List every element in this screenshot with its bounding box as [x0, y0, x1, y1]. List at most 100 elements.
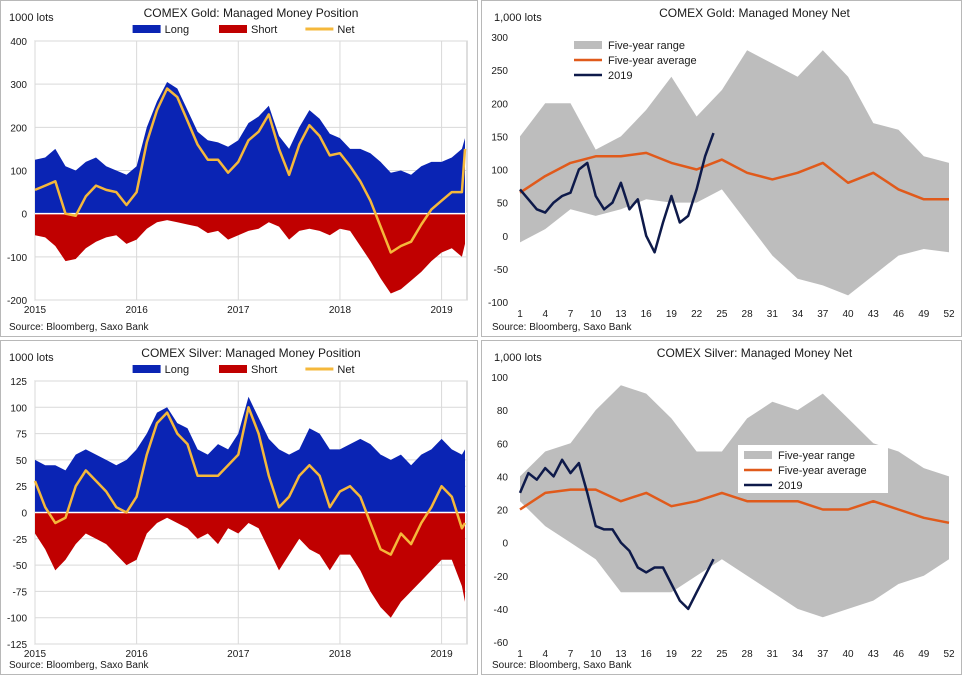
legend-label-five-year-average: Five-year average — [778, 465, 867, 477]
y-tick-label: -100 — [7, 614, 27, 625]
legend-label-net: Net — [337, 364, 354, 376]
x-tick-label: 2016 — [126, 649, 149, 660]
y-tick-label: 75 — [16, 430, 28, 441]
legend-label-2019: 2019 — [608, 70, 632, 82]
x-tick-label: 2015 — [24, 305, 47, 316]
five-year-range-area — [520, 50, 949, 296]
x-tick-label: 16 — [641, 309, 653, 320]
long-area — [35, 396, 465, 513]
x-tick-label: 2019 — [430, 305, 453, 316]
y-tick-label: -50 — [13, 561, 28, 572]
x-tick-label: 22 — [691, 649, 703, 660]
legend-swatch-five-year-range — [574, 41, 602, 49]
y-tick-label: -25 — [13, 535, 28, 546]
legend-swatch-short — [219, 25, 247, 33]
legend-swatch-five-year-range — [744, 451, 772, 459]
legend-label-long: Long — [165, 364, 189, 376]
y-tick-label: 150 — [491, 132, 508, 143]
x-tick-label: 25 — [716, 649, 728, 660]
long-area — [35, 82, 465, 214]
line-2019 — [518, 458, 715, 611]
y-tick-label: 200 — [10, 123, 27, 134]
x-tick-label: 13 — [615, 309, 627, 320]
short-area — [35, 213, 465, 294]
x-tick-label: 37 — [817, 649, 829, 660]
seasonal-chart: COMEX Silver: Managed Money Net 1,000 lot… — [491, 346, 955, 671]
y-tick-label: 0 — [502, 539, 508, 550]
y-tick-label: 100 — [10, 403, 27, 414]
legend: Five-year range Five-year average 2019 — [738, 445, 888, 493]
y-tick-label: -100 — [7, 253, 27, 264]
x-tick-label: 52 — [943, 309, 955, 320]
x-tick-label: 28 — [742, 649, 754, 660]
y-tick-label: 300 — [10, 80, 27, 91]
y-tick-label: 0 — [21, 509, 27, 520]
x-tick-label: 40 — [842, 309, 854, 320]
legend-label-short: Short — [251, 24, 277, 36]
y-tick-label: 20 — [497, 506, 509, 517]
seasonal-chart: COMEX Gold: Managed Money Net 1,000 lots S… — [488, 6, 955, 333]
legend: Five-year range Five-year average 2019 — [574, 40, 697, 82]
x-tick-label: 4 — [542, 649, 548, 660]
y-tick-label: -20 — [494, 572, 509, 583]
x-tick-label: 10 — [590, 649, 602, 660]
five-year-average-line — [519, 488, 950, 525]
y-tick-label: -50 — [494, 265, 509, 276]
x-tick-label: 37 — [817, 309, 829, 320]
legend-label-long: Long — [165, 24, 189, 36]
x-tick-label: 31 — [767, 309, 779, 320]
legend-label-five-year-range: Five-year range — [778, 450, 855, 462]
y-tick-label: 250 — [491, 66, 508, 77]
x-tick-label: 4 — [542, 309, 548, 320]
x-tick-label: 2016 — [126, 305, 149, 316]
line-2019 — [519, 132, 715, 254]
y-tick-label: -75 — [13, 587, 28, 598]
y-tick-label: -200 — [7, 296, 27, 307]
y-tick-label: -60 — [494, 638, 509, 649]
x-tick-label: 46 — [893, 649, 905, 660]
source-note: Source: Bloomberg, Saxo Bank — [492, 660, 633, 671]
legend-label-net: Net — [337, 24, 354, 36]
chart-title: COMEX Silver: Managed Money Position — [141, 346, 360, 360]
short-area — [35, 512, 465, 618]
legend-swatch-long — [132, 25, 161, 33]
y-tick-label: 0 — [502, 232, 508, 243]
y-tick-label: 60 — [497, 439, 509, 450]
x-tick-label: 2018 — [329, 649, 352, 660]
y-tick-label: 100 — [491, 373, 508, 384]
y-tick-label: 50 — [497, 199, 509, 210]
x-tick-label: 16 — [641, 649, 653, 660]
x-tick-label: 2017 — [227, 649, 250, 660]
chart-title: COMEX Gold: Managed Money Position — [144, 6, 359, 20]
x-tick-label: 34 — [792, 649, 804, 660]
chart-title: COMEX Gold: Managed Money Net — [659, 6, 850, 20]
x-tick-label: 2017 — [227, 305, 250, 316]
x-tick-label: 43 — [868, 649, 880, 660]
silver-position-panel: COMEX Silver: Managed Money Position 1000… — [0, 340, 478, 675]
x-tick-label: 34 — [792, 309, 804, 320]
legend-label-short: Short — [251, 364, 277, 376]
y-axis-unit: 1000 lots — [9, 12, 54, 24]
x-tick-label: 25 — [716, 309, 728, 320]
legend-swatch-short — [219, 365, 247, 373]
net-line — [33, 406, 467, 556]
chart-title: COMEX Silver: Managed Money Net — [657, 346, 853, 360]
x-tick-label: 2018 — [329, 305, 352, 316]
source-note: Source: Bloomberg, Saxo Bank — [9, 322, 150, 333]
x-tick-label: 7 — [568, 649, 574, 660]
x-tick-label: 31 — [767, 649, 779, 660]
legend-swatch-long — [132, 365, 161, 373]
five-year-average-line — [519, 151, 949, 201]
source-note: Source: Bloomberg, Saxo Bank — [9, 660, 150, 671]
x-tick-label: 10 — [590, 309, 602, 320]
y-axis-unit: 1,000 lots — [494, 352, 542, 364]
legend-label-2019: 2019 — [778, 480, 802, 492]
y-tick-label: 100 — [491, 166, 508, 177]
y-tick-label: 300 — [491, 33, 508, 44]
source-note: Source: Bloomberg, Saxo Bank — [492, 322, 633, 333]
gold-position-panel: COMEX Gold: Managed Money Position 1000 l… — [0, 0, 478, 337]
x-tick-label: 49 — [918, 649, 930, 660]
y-tick-label: 125 — [10, 377, 27, 388]
y-tick-label: -125 — [7, 640, 27, 651]
y-axis-unit: 1000 lots — [9, 352, 54, 364]
